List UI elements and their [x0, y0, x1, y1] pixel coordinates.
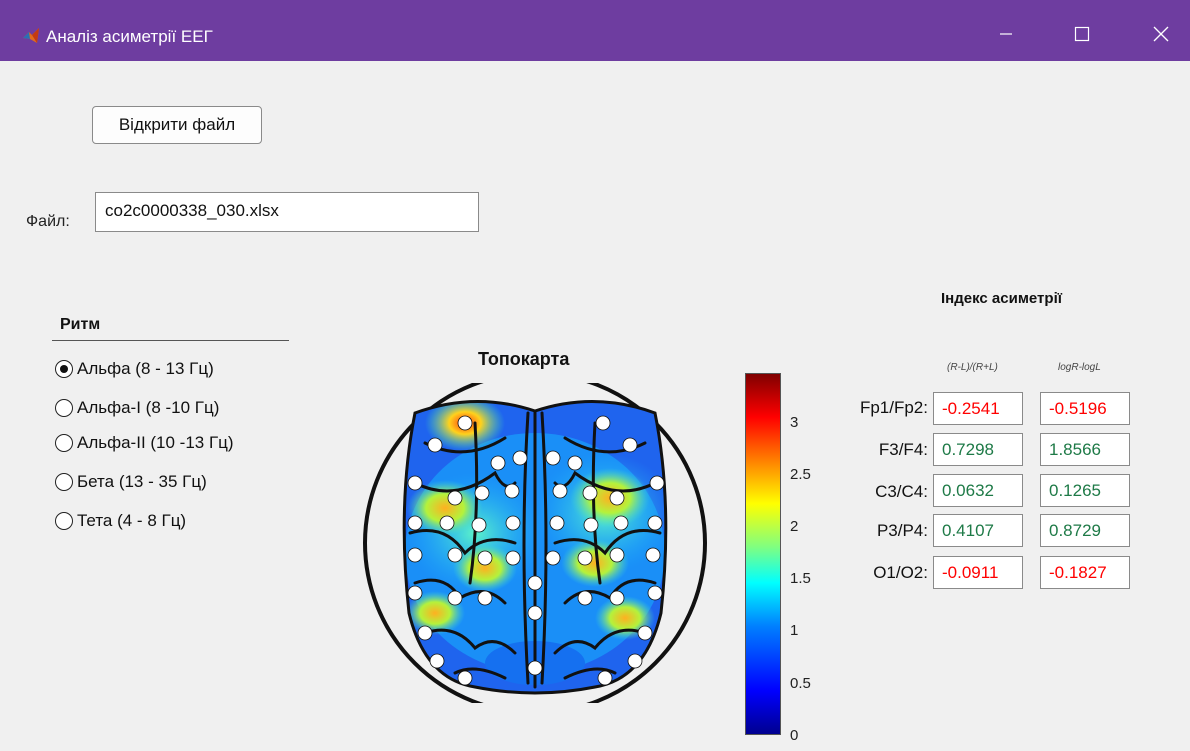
log-column-header: logR-logL — [1058, 362, 1101, 373]
ratio-value-c: 0.0632 — [933, 474, 1023, 507]
pair-label: O1/O2: — [873, 563, 928, 582]
radio-label: Альфа-I (8 -10 Гц) — [77, 398, 220, 417]
ratio-column-header: (R-L)/(R+L) — [947, 362, 998, 373]
radio-alpha-2[interactable]: Альфа-II (10 -13 Гц) — [55, 431, 234, 455]
radio-alpha[interactable]: Альфа (8 - 13 Гц) — [55, 357, 214, 381]
ratio-value-fp: -0.2541 — [933, 392, 1023, 425]
file-label: Файл: — [26, 213, 70, 230]
radio-button-icon — [55, 512, 73, 530]
rhythm-divider — [52, 340, 289, 341]
log-value-f: 1.8566 — [1040, 433, 1130, 466]
pair-label: Fp1/Fp2: — [859, 398, 928, 417]
log-value-c: 0.1265 — [1040, 474, 1130, 507]
close-icon — [1153, 26, 1169, 42]
colorbar-tick: 0.5 — [790, 675, 811, 692]
log-value-p: 0.8729 — [1040, 514, 1130, 547]
file-field[interactable]: co2c0000338_030.xlsx — [95, 192, 479, 232]
radio-beta[interactable]: Бета (13 - 35 Гц) — [55, 470, 207, 494]
colorbar-tick: 2 — [790, 518, 799, 535]
minimize-button[interactable] — [983, 14, 1029, 54]
radio-button-icon — [55, 360, 73, 378]
radio-button-icon — [55, 434, 73, 452]
radio-alpha-1[interactable]: Альфа-I (8 -10 Гц) — [55, 396, 219, 420]
ratio-value-o: -0.0911 — [933, 556, 1023, 589]
pair-label: C3/C4: — [875, 482, 928, 501]
colorbar-tick: 1.5 — [790, 570, 811, 587]
rhythm-title: Ритм — [60, 316, 101, 333]
colorbar-tick: 3 — [790, 414, 799, 431]
asymmetry-title: Індекс асиметрії — [941, 290, 1062, 307]
radio-label: Тета (4 - 8 Гц) — [77, 511, 187, 530]
colorbar-tick: 1 — [790, 622, 799, 639]
radio-button-icon — [55, 399, 73, 417]
pair-label: P3/P4: — [876, 521, 928, 540]
colorbar — [745, 373, 781, 735]
radio-theta[interactable]: Тета (4 - 8 Гц) — [55, 509, 186, 533]
minimize-icon — [1000, 33, 1012, 35]
radio-button-icon — [55, 473, 73, 491]
radio-label: Альфа-II (10 -13 Гц) — [77, 433, 234, 452]
colorbar-tick: 0 — [790, 727, 799, 744]
open-file-button[interactable]: Відкрити файл — [92, 106, 262, 144]
ratio-value-p: 0.4107 — [933, 514, 1023, 547]
pair-label: F3/F4: — [878, 440, 928, 459]
radio-label: Альфа (8 - 13 Гц) — [77, 359, 214, 378]
colorbar-tick: 2.5 — [790, 466, 811, 483]
maximize-icon — [1074, 26, 1090, 42]
ratio-value-f: 0.7298 — [933, 433, 1023, 466]
topomap-title: Топокарта — [478, 349, 570, 369]
matlab-logo-icon — [23, 28, 39, 43]
topomap-image — [363, 383, 707, 703]
log-value-o: -0.1827 — [1040, 556, 1130, 589]
maximize-button[interactable] — [1059, 14, 1105, 54]
window-title: Аналіз асиметрії ЕЕГ — [46, 27, 213, 46]
log-value-fp: -0.5196 — [1040, 392, 1130, 425]
close-button[interactable] — [1138, 14, 1184, 54]
radio-label: Бета (13 - 35 Гц) — [77, 472, 207, 491]
title-bar: Аналіз асиметрії ЕЕГ — [0, 0, 1190, 61]
